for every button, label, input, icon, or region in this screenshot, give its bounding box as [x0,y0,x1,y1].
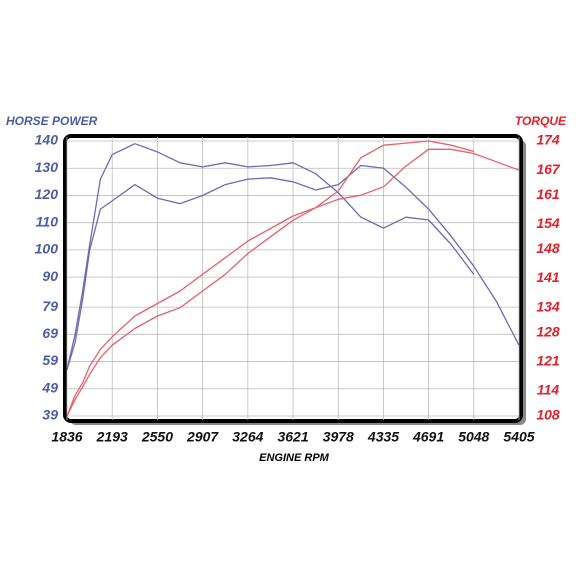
x-tick-label: 4335 [367,429,399,445]
y2-tick-label: 154 [536,215,560,231]
x-tick-label: 3264 [232,429,263,445]
x-tick-label: 5405 [503,429,534,445]
y-tick-label: 79 [42,298,58,314]
y2-tick-label: 174 [536,132,560,148]
y-axis-title: HORSE POWER [6,114,98,128]
y2-tick-label: 128 [536,323,560,339]
y-tick-label: 49 [41,379,58,395]
x-tick-label: 2907 [186,429,219,445]
x-tick-label: 2550 [141,429,173,445]
x-tick-label: 3621 [277,429,308,445]
x-tick-label: 4691 [412,429,444,445]
y-tick-label: 140 [35,132,59,148]
x-tick-label: 3978 [323,429,354,445]
y2-axis-title: TORQUE [515,114,567,128]
y2-tick-label: 148 [536,240,560,256]
x-tick-label: 5048 [458,429,489,445]
y-tick-label: 69 [42,325,58,341]
series-line [66,164,520,370]
y2-tick-label: 114 [537,382,560,398]
y-tick-label: 130 [35,159,59,175]
series-line [66,148,520,417]
y-tick-label: 59 [42,352,58,368]
series-line [66,143,475,370]
x-tick-label: 2193 [96,429,128,445]
x-axis-title: ENGINE RPM [259,452,330,464]
y2-tick-label: 134 [536,298,560,314]
y-tick-label: 120 [35,186,59,202]
y2-tick-label: 167 [536,161,561,177]
y2-tick-label: 121 [536,353,560,369]
y-tick-label: 100 [35,241,59,257]
x-tick-label: 1836 [51,429,82,445]
y2-tick-label: 141 [536,269,560,285]
series-line [66,140,474,417]
y2-tick-label: 108 [536,407,560,423]
y2-tick-label: 161 [536,186,560,202]
y-tick-label: 110 [36,213,59,229]
y-tick-label: 39 [42,407,58,423]
y-tick-label: 90 [42,268,58,284]
